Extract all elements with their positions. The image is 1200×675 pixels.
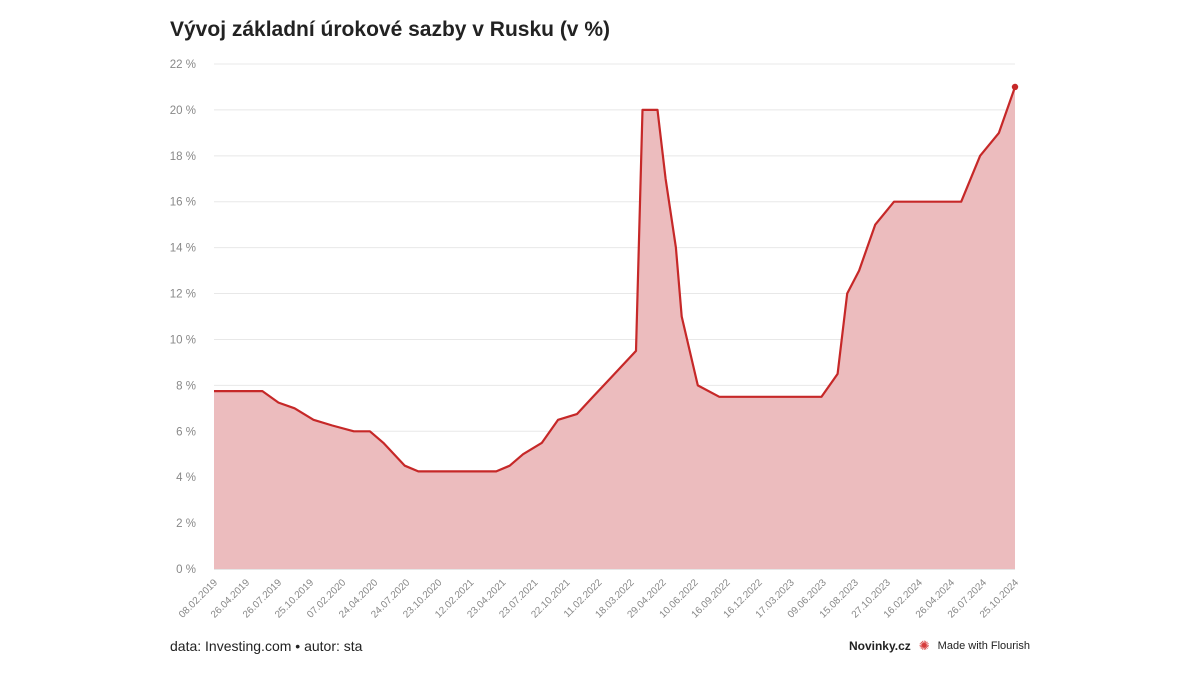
y-tick-label: 4 % (176, 472, 196, 484)
y-tick-label: 22 % (170, 59, 196, 71)
y-axis: 0 % 2 % 4 % 6 % 8 % 10 % 12 % 14 % 16 % 18 % 20 % 2… (170, 59, 196, 576)
made-with-flourish[interactable]: Made with Flourish (937, 640, 1030, 652)
source-credit: data: Investing.com • autor: sta (170, 638, 363, 654)
y-tick-label: 16 % (170, 197, 196, 209)
y-tick-label: 14 % (170, 243, 196, 255)
flourish-asterisk-icon: ✺ (918, 638, 930, 653)
y-tick-label: 2 % (176, 518, 196, 530)
y-tick-label: 0 % (176, 564, 196, 576)
y-tick-label: 10 % (170, 334, 196, 346)
y-tick-label: 6 % (176, 426, 196, 438)
series-area (214, 87, 1015, 569)
brand-logo[interactable]: Novinky.cz (848, 639, 911, 653)
data-point[interactable] (1011, 83, 1019, 91)
x-axis: 08.02.201926.04.201926.07.201925.10.2019… (177, 577, 1021, 620)
plot-area (214, 83, 1019, 569)
chart-title: Vývoj základní úrokové sazby v Rusku (v … (170, 18, 610, 41)
footer-branding: Novinky.cz ✺ Made with Flourish (849, 638, 1030, 654)
y-tick-label: 8 % (176, 380, 196, 392)
y-tick-label: 18 % (170, 151, 196, 163)
y-tick-label: 12 % (170, 289, 196, 301)
y-tick-label: 20 % (170, 105, 196, 117)
series-line (214, 86, 1017, 473)
